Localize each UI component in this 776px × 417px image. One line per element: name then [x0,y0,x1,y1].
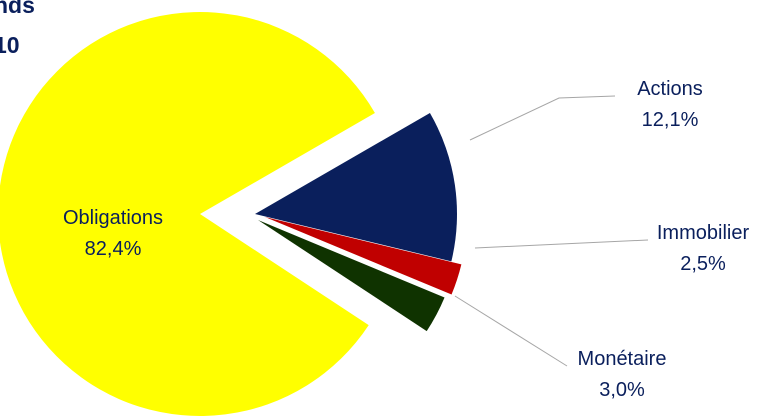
pie-slice-actions [255,113,457,262]
slice-value-obligations: 82,4% [85,238,142,260]
slice-value-immobilier: 2,5% [680,253,726,275]
chart-title-line-2: 10 [0,32,20,58]
slice-value-actions: 12,1% [642,109,699,131]
leader-line-actions [469,95,616,141]
pie-slice-immobilier [265,217,462,295]
pie-slice-obligations [0,12,375,417]
slice-label-immobilier: Immobilier [657,222,750,244]
slice-label-obligations: Obligations [63,207,163,229]
slice-label-actions: Actions [637,78,703,100]
leader-line-immobilier [474,239,649,249]
leader-line-montaire [454,295,568,367]
pie-slice-montaire [258,220,445,332]
slice-value-montaire: 3,0% [599,379,645,401]
slice-label-montaire: Monétaire [578,348,667,370]
chart-title-line-1: nds [0,0,35,18]
